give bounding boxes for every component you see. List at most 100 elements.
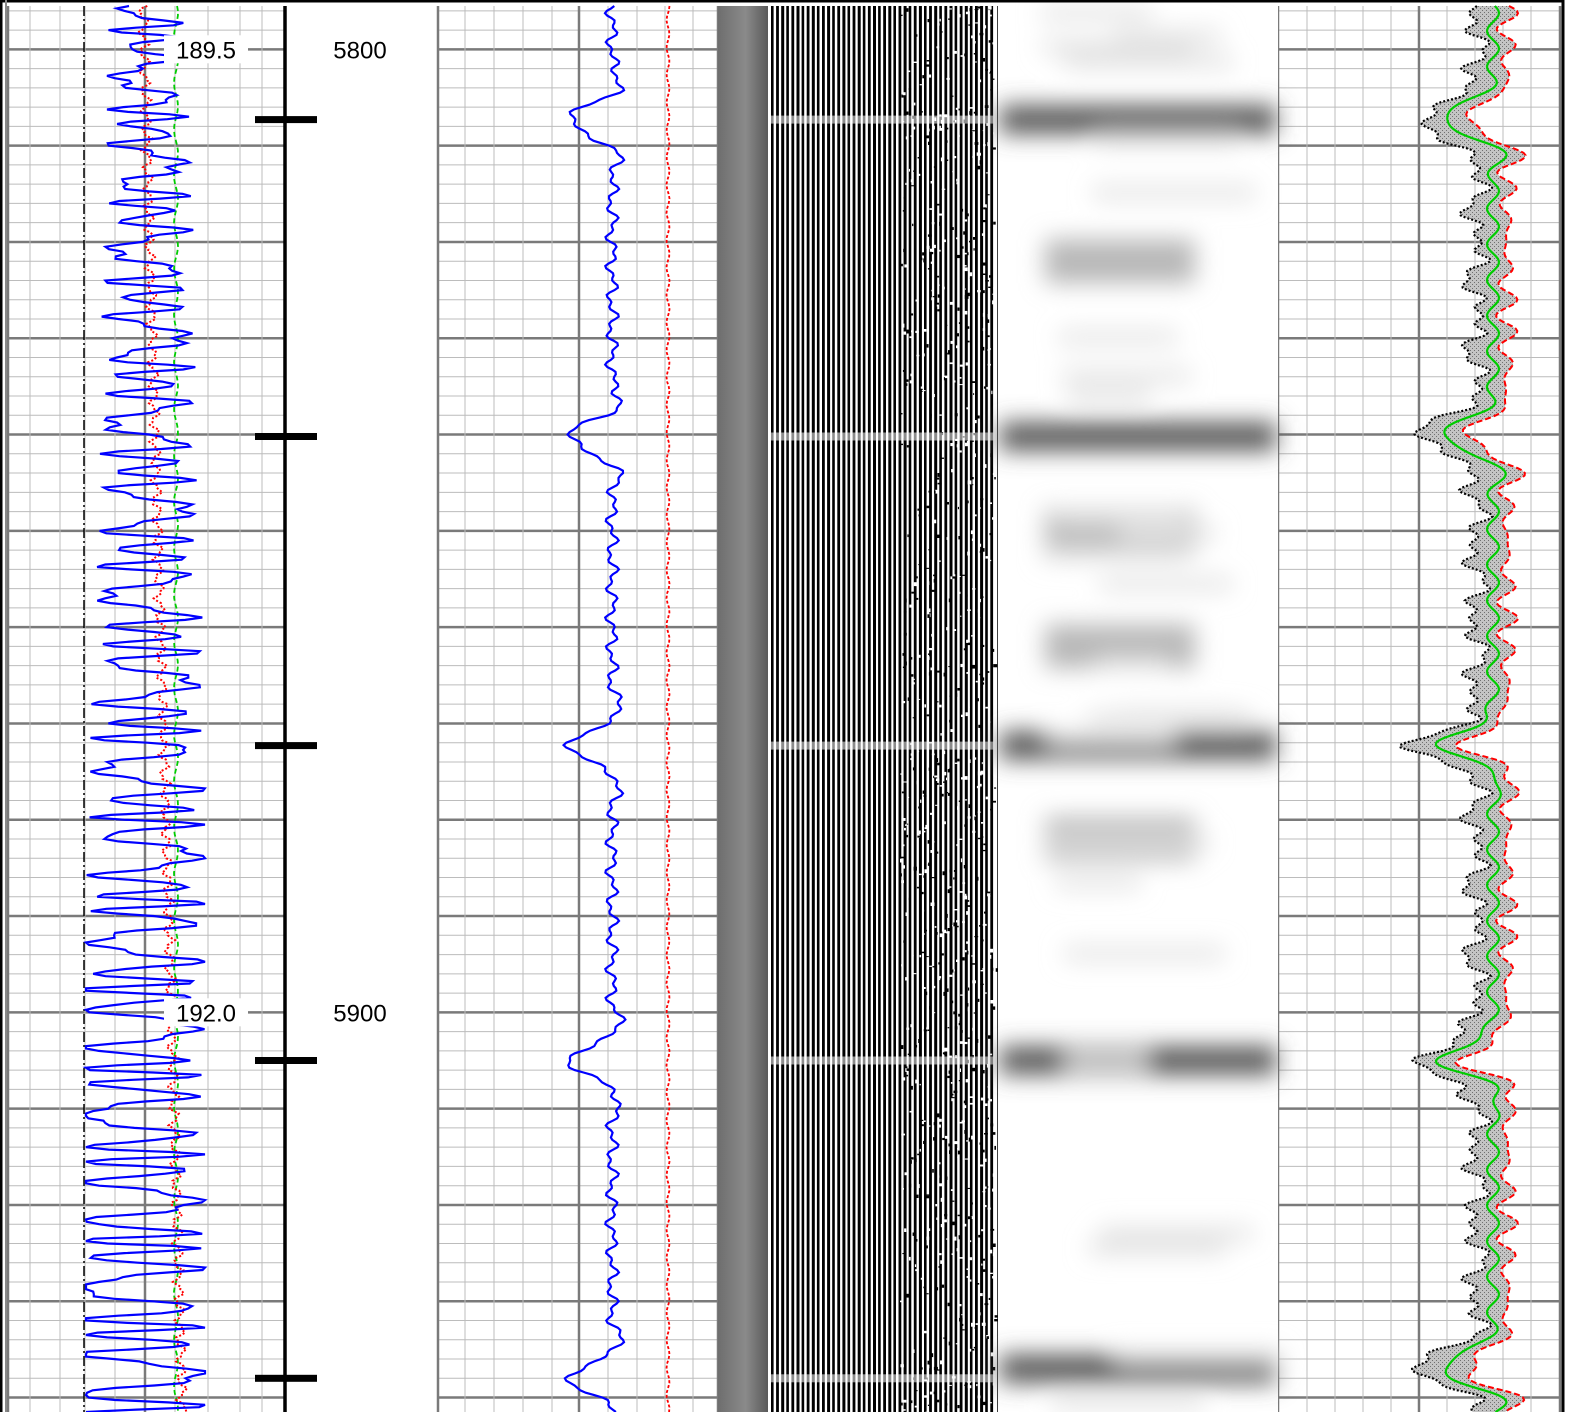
wiggle-noise bbox=[963, 231, 966, 234]
wiggle-noise bbox=[901, 880, 904, 883]
wiggle-trace bbox=[842, 6, 845, 1412]
wiggle-noise bbox=[969, 707, 970, 708]
grayscale-faint-band bbox=[1042, 6, 1152, 20]
wiggle-noise bbox=[958, 1304, 961, 1306]
wiggle-noise bbox=[931, 262, 934, 264]
wiggle-noise bbox=[956, 108, 958, 110]
wiggle-noise bbox=[984, 912, 986, 914]
wiggle-noise bbox=[906, 1028, 909, 1030]
grayscale-faint-band bbox=[1042, 547, 1189, 561]
wiggle-noise bbox=[927, 727, 929, 729]
wiggle-noise bbox=[917, 585, 919, 587]
wiggle-noise bbox=[913, 1233, 916, 1236]
wiggle-noise bbox=[970, 1240, 971, 1242]
wiggle-noise bbox=[915, 1390, 917, 1391]
wiggle-noise bbox=[915, 1239, 917, 1242]
wiggle-noise bbox=[974, 248, 975, 250]
wiggle-noise bbox=[932, 754, 935, 756]
wiggle-noise bbox=[962, 957, 965, 960]
wiggle-noise bbox=[945, 1177, 947, 1180]
wiggle-noise bbox=[951, 1189, 953, 1191]
wiggle-trace bbox=[980, 6, 983, 1412]
grayscale-faint-band bbox=[1076, 52, 1195, 66]
wiggle-noise bbox=[926, 1027, 928, 1030]
grayscale-faint-band bbox=[1056, 875, 1141, 889]
wiggle-noise bbox=[963, 1224, 967, 1227]
wiggle-noise bbox=[987, 142, 989, 146]
wiggle-noise bbox=[948, 928, 951, 931]
wiggle-noise bbox=[970, 1280, 972, 1282]
wiggle-trace bbox=[848, 6, 851, 1412]
wiggle-noise bbox=[959, 384, 963, 385]
wiggle-noise bbox=[938, 294, 941, 297]
wiggle-noise bbox=[983, 328, 985, 331]
wiggle-noise bbox=[933, 575, 935, 577]
wiggle-noise bbox=[912, 682, 915, 684]
grayscale-faint-band bbox=[1042, 40, 1193, 54]
wiggle-noise bbox=[972, 539, 973, 541]
wiggle-noise bbox=[921, 1278, 923, 1280]
wiggle-noise bbox=[984, 464, 987, 468]
wiggle-noise bbox=[956, 960, 959, 962]
wiggle-noise bbox=[950, 729, 953, 732]
wiggle-noise bbox=[931, 181, 933, 184]
wiggle-noise bbox=[990, 560, 991, 561]
wiggle-noise bbox=[957, 1248, 958, 1251]
wiggle-noise bbox=[978, 812, 981, 813]
wiggle-trace bbox=[807, 6, 810, 1412]
wiggle-noise bbox=[937, 763, 940, 766]
wiggle-noise bbox=[986, 364, 987, 367]
wiggle-noise bbox=[950, 362, 953, 364]
wiggle-noise bbox=[902, 792, 905, 794]
wiggle-noise bbox=[920, 1149, 921, 1152]
wiggle-noise bbox=[961, 715, 964, 717]
wiggle-noise bbox=[926, 1237, 929, 1241]
wiggle-noise bbox=[975, 698, 979, 701]
wiggle-noise bbox=[940, 733, 941, 736]
wiggle-noise bbox=[941, 953, 944, 955]
wiggle-noise bbox=[968, 759, 970, 763]
wiggle-noise bbox=[907, 1068, 910, 1071]
wiggle-noise bbox=[915, 1159, 917, 1163]
wiggle-noise bbox=[972, 588, 975, 590]
wiggle-noise bbox=[973, 420, 976, 423]
wiggle-noise bbox=[959, 1023, 962, 1025]
wiggle-noise bbox=[944, 821, 946, 824]
wiggle-noise bbox=[930, 1392, 934, 1395]
wiggle-noise bbox=[965, 1159, 969, 1160]
wiggle-noise bbox=[903, 249, 906, 252]
wiggle-noise bbox=[936, 204, 940, 206]
wiggle-noise bbox=[980, 160, 981, 164]
wiggle-noise bbox=[917, 699, 920, 700]
wiggle-noise bbox=[921, 1120, 924, 1121]
wiggle-noise bbox=[938, 978, 940, 980]
wiggle-noise bbox=[980, 1165, 984, 1167]
wiggle-noise bbox=[995, 1315, 998, 1317]
wiggle-noise bbox=[948, 889, 952, 893]
wiggle-noise bbox=[930, 249, 934, 252]
wiggle-trace bbox=[944, 6, 947, 1412]
wiggle-noise bbox=[944, 1054, 947, 1055]
wiggle-noise bbox=[917, 781, 918, 785]
wiggle-noise bbox=[906, 1294, 909, 1298]
grayscale-band bbox=[1045, 239, 1195, 283]
wiggle-noise bbox=[937, 46, 940, 48]
wiggle-trace bbox=[960, 6, 963, 1412]
wiggle-noise bbox=[938, 962, 940, 964]
wiggle-noise bbox=[901, 1403, 903, 1406]
wiggle-noise bbox=[913, 62, 917, 63]
wiggle-noise bbox=[966, 650, 967, 651]
wiggle-noise bbox=[910, 1024, 913, 1027]
wiggle-noise bbox=[902, 1253, 905, 1254]
wiggle-noise bbox=[985, 1303, 989, 1305]
wiggle-noise bbox=[947, 792, 948, 793]
wiggle-noise bbox=[983, 144, 986, 146]
wiggle-noise bbox=[904, 611, 907, 612]
wiggle-noise bbox=[944, 377, 945, 380]
wiggle-noise bbox=[972, 963, 976, 965]
wiggle-noise bbox=[928, 1405, 929, 1406]
wiggle-noise bbox=[959, 1257, 963, 1259]
wiggle-noise bbox=[909, 169, 910, 172]
wiggle-noise bbox=[905, 824, 907, 825]
